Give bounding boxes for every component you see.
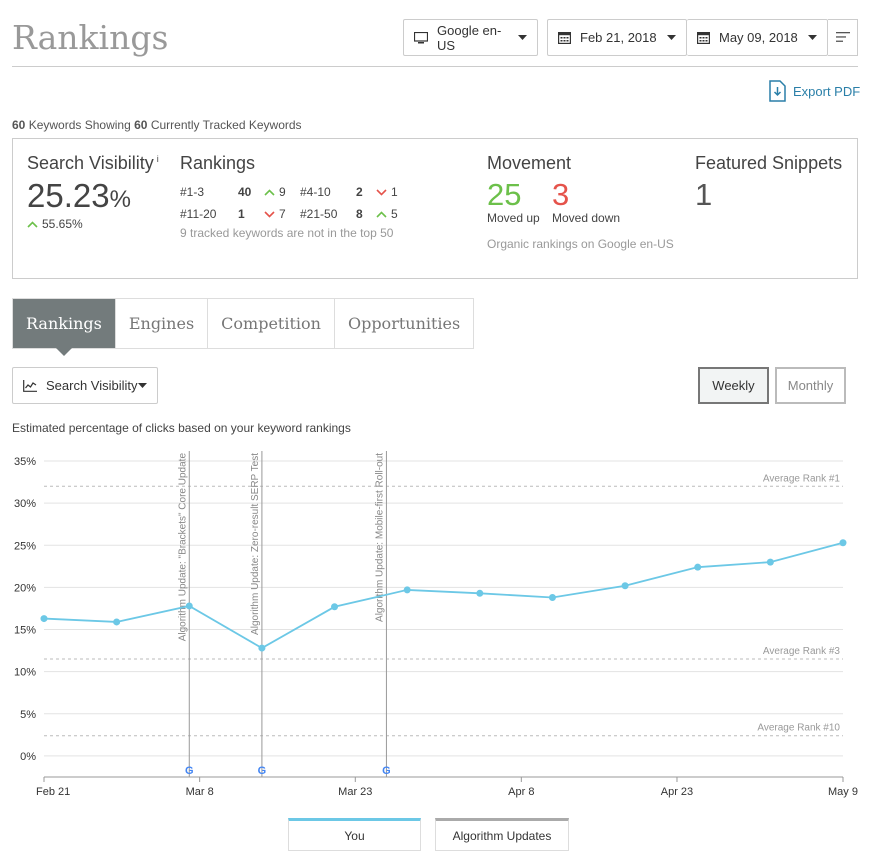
summary-panel: Search Visibility i 25.23% 55.65% Ranking… [12,138,858,279]
end-date-label: May 09, 2018 [719,30,798,45]
title-divider [12,66,858,67]
line-chart-icon [23,379,37,392]
reference-line-label: Average Rank #3 [763,646,841,657]
x-tick-label: Feb 21 [36,786,70,798]
weekly-toggle[interactable]: Weekly [698,367,769,404]
data-point [621,582,629,590]
data-point [839,539,847,547]
y-tick-label: 0% [20,751,36,763]
data-point [766,558,774,566]
arrow-up-icon [376,210,387,218]
visibility-chart: 35% 30% 25% 20% 15% 10% 5% 0% Feb 21 Mar 8 Mar 23 A… [14,451,858,798]
data-point [258,644,266,652]
y-tick-label: 15% [14,625,36,637]
google-icon: G [382,765,391,777]
series-line-you [43,541,844,650]
tab-engines[interactable]: Engines [116,299,209,348]
calendar-icon [697,31,710,44]
reference-line-label: Average Rank #10 [757,723,840,734]
algorithm-update-label: Algorithm Update: Mobile-first Roll-out [374,453,385,622]
start-date-label: Feb 21, 2018 [580,30,657,45]
start-date-picker[interactable]: Feb 21, 2018 [547,19,687,56]
y-tick-label: 20% [14,582,36,594]
metric-dropdown[interactable]: Search Visibility [12,367,158,404]
reference-line-label: Average Rank #1 [763,473,841,484]
moved-up-label: Moved up [487,211,540,225]
rankings-row: #11-20 1 7 #21-50 8 5 [180,207,398,221]
x-tick-label: May 9 [828,786,858,798]
algorithm-update-label: Algorithm Update: "Brackets" Core Update [177,453,188,642]
google-icon: G [185,765,194,777]
y-tick-label: 35% [14,456,36,468]
data-point [403,586,411,594]
arrow-up-icon [27,220,38,228]
tab-rankings[interactable]: Rankings [13,299,116,356]
view-tabs: Rankings Engines Competition Opportuniti… [12,298,475,356]
end-date-picker[interactable]: May 09, 2018 [687,19,828,56]
metric-label: Search Visibility [46,378,138,393]
y-tick-label: 25% [14,540,36,552]
calendar-icon [558,31,571,44]
y-tick-label: 10% [14,667,36,679]
x-tick-label: Mar 23 [338,786,372,798]
rankings-table: #1-3 40 9 #4-10 2 1 #11-20 1 7 #21-50 8 … [180,181,398,225]
moved-up-count: 25 [487,177,522,212]
snippets-heading: Featured Snippets [695,153,843,173]
y-tick-label: 30% [14,498,36,510]
legend-you[interactable]: You [288,818,421,851]
data-point [694,563,702,571]
tab-competition[interactable]: Competition [208,299,335,348]
chevron-down-icon [808,35,817,40]
data-point [113,618,121,626]
legend-algorithm-updates[interactable]: Algorithm Updates [435,818,569,851]
y-tick-label: 5% [20,709,36,721]
data-point [40,615,48,623]
visibility-change: 55.65% [27,217,83,231]
engine-label: Google en-US [437,22,502,53]
x-tick-label: Apr 8 [508,786,534,798]
export-pdf-link[interactable]: Export PDF [769,80,860,102]
export-pdf-label: Export PDF [793,83,861,99]
rankings-row: #1-3 40 9 #4-10 2 1 [180,185,398,199]
movement-heading: Movement [487,153,572,173]
keyword-count: 60 Keywords Showing 60 Currently Tracked… [12,118,302,132]
chart-description: Estimated percentage of clicks based on … [12,421,351,435]
movement-note: Organic rankings on Google en-US [487,237,674,251]
page-title: Rankings [12,18,169,57]
download-file-icon [769,80,786,102]
menu-lines-icon [835,29,850,47]
data-point [548,594,556,602]
google-icon: G [258,765,267,777]
chevron-down-icon [518,35,527,40]
info-icon[interactable]: i [156,154,159,164]
algorithm-update-label: Algorithm Update: Zero-result SERP Test [250,453,261,635]
moved-down-label: Moved down [552,211,621,225]
arrow-down-icon [376,188,387,196]
options-menu-button[interactable] [828,19,858,56]
desktop-icon [414,31,428,44]
moved-down-count: 3 [552,177,570,212]
data-point [185,602,193,610]
rankings-heading: Rankings [180,153,256,173]
data-point [331,603,339,611]
tab-opportunities[interactable]: Opportunities [347,314,461,333]
monthly-toggle[interactable]: Monthly [775,367,846,404]
x-tick-label: Mar 8 [186,786,214,798]
visibility-value: 25.23% [27,177,131,214]
x-tick-label: Apr 23 [661,786,693,798]
visibility-heading: Search Visibility i [27,153,159,173]
chevron-down-icon [138,383,147,388]
arrow-down-icon [264,210,275,218]
snippets-count: 1 [695,177,713,212]
rankings-note: 9 tracked keywords are not in the top 50 [180,226,394,240]
engine-dropdown[interactable]: Google en-US [403,19,538,56]
data-point [476,589,484,597]
chevron-down-icon [667,35,676,40]
arrow-up-icon [264,188,275,196]
